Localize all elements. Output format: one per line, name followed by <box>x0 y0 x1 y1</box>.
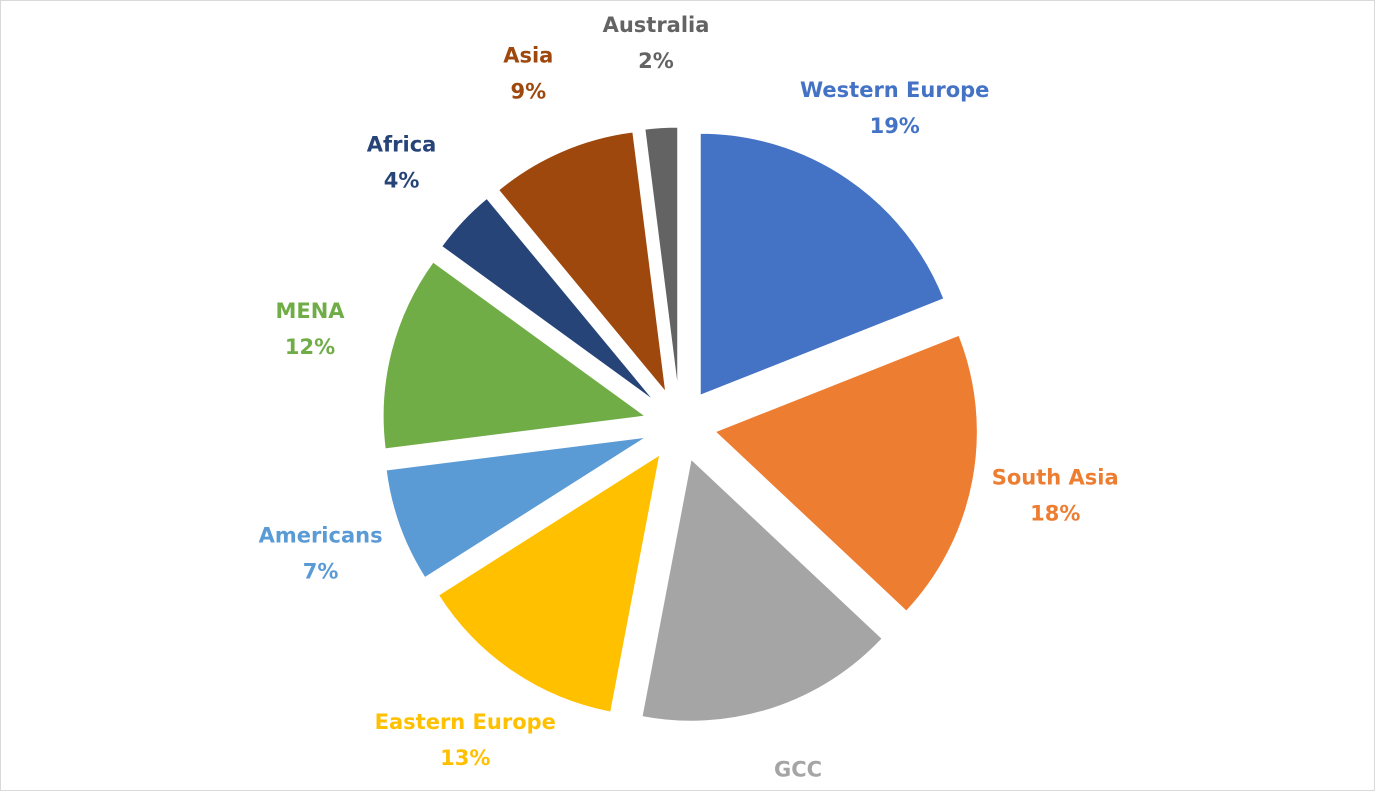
slice-label: Americans <box>259 523 383 547</box>
pie-slice <box>441 197 655 401</box>
slice-label: Asia <box>503 43 553 67</box>
pie-slice <box>699 132 945 396</box>
slice-label: GCC <box>774 757 822 781</box>
value-label: 7% <box>303 559 339 583</box>
pie-slice <box>382 261 647 450</box>
pie-slice <box>644 126 679 390</box>
slice-label: MENA <box>275 299 345 323</box>
pie-slice <box>641 458 883 722</box>
slice-label: Africa <box>367 133 437 157</box>
pie-slice <box>437 453 661 713</box>
value-label: 18% <box>1030 502 1080 526</box>
value-label: 13% <box>440 746 490 770</box>
value-label: 2% <box>638 49 674 73</box>
slice-label: Western Europe <box>800 78 989 102</box>
pie-slice <box>385 436 647 579</box>
slice-label: Eastern Europe <box>375 710 556 734</box>
value-label: 12% <box>285 335 335 359</box>
value-label: 4% <box>384 169 420 193</box>
pie-slice <box>714 334 978 612</box>
value-label: 19% <box>870 114 920 138</box>
pie-slice <box>497 131 667 394</box>
value-label: 9% <box>510 79 546 103</box>
slice-label: Australia <box>603 13 710 37</box>
slice-label: South Asia <box>992 466 1119 490</box>
